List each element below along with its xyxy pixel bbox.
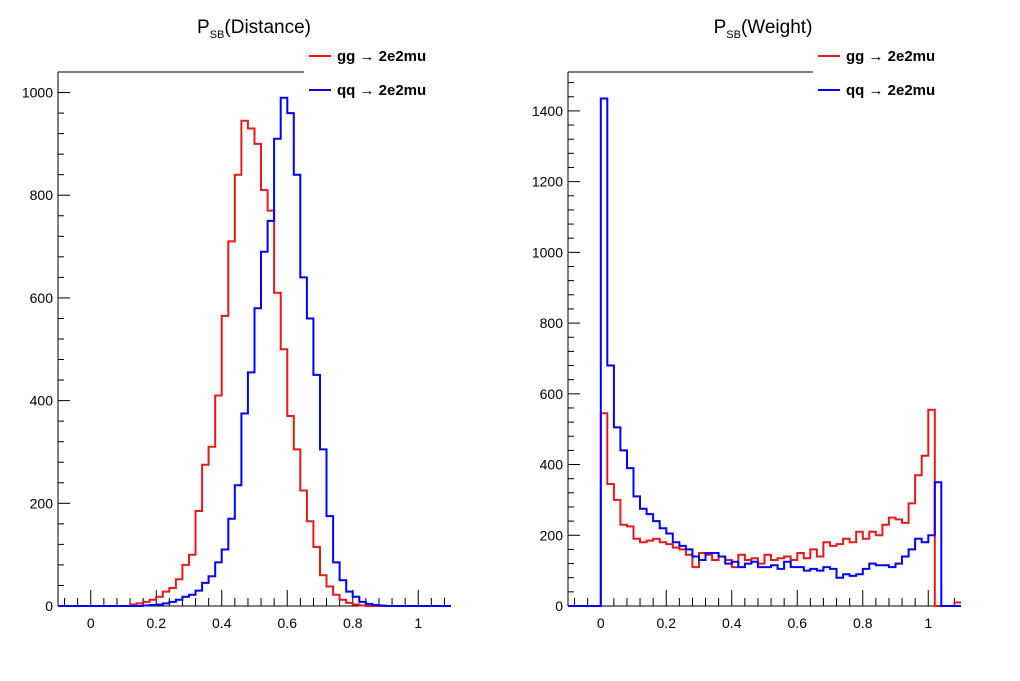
legend-label: qq → 2e2mu [846, 82, 935, 99]
y-tick-label: 400 [540, 457, 564, 473]
x-tick-label: 0.4 [212, 615, 232, 631]
y-tick-label: 800 [540, 315, 564, 331]
y-tick-label: 800 [30, 187, 54, 203]
chart-title: PSB(Distance) [197, 17, 311, 41]
series-line-qq [568, 97, 961, 607]
x-tick-label: 0 [87, 615, 95, 631]
x-tick-label: 1 [924, 615, 932, 631]
y-tick-label: 400 [30, 393, 54, 409]
legend-box [304, 38, 454, 108]
chart-title-main: P [197, 17, 210, 38]
chart-panel-1: 0 200 400 600 800 1000 0 0.2 0.4 0.6 0.8 1 PSB(Dista… [22, 17, 454, 631]
y-tick-label: 1000 [532, 244, 563, 260]
x-tick-label: 0.8 [343, 615, 363, 631]
legend-label: gg → 2e2mu [846, 48, 935, 65]
legend-box [813, 38, 963, 108]
x-tick-label: 0 [597, 615, 605, 631]
chart-title-subscript: SB [210, 29, 225, 41]
series-line-gg [568, 408, 961, 607]
legend-label: gg → 2e2mu [337, 48, 426, 65]
chart-panel-2: 0 200 400 600 800 1000 1200 1400 0 0.2 0.4 0.6 0.8 1 P… [532, 17, 963, 631]
y-tick-label: 600 [30, 290, 54, 306]
y-tick-label: 1200 [532, 174, 563, 190]
x-tick-label: 0.6 [788, 615, 808, 631]
chart-title-main: P [714, 17, 727, 38]
y-tick-label: 1400 [532, 103, 563, 119]
chart-title: PSB(Weight) [714, 17, 813, 41]
y-tick-label: 0 [45, 598, 53, 614]
y-tick-label: 200 [30, 495, 54, 511]
x-tick-label: 0.2 [657, 615, 677, 631]
series-line-qq [58, 96, 451, 607]
series-line-gg [58, 119, 451, 607]
x-tick-label: 0.8 [853, 615, 873, 631]
y-tick-label: 1000 [22, 85, 53, 101]
chart-title-rest: (Distance) [224, 17, 311, 38]
y-tick-label: 0 [555, 598, 563, 614]
legend-label: qq → 2e2mu [337, 82, 426, 99]
legend: gg → 2e2mu qq → 2e2mu [813, 38, 963, 108]
x-tick-label: 0.4 [722, 615, 742, 631]
y-tick-label: 600 [540, 386, 564, 402]
x-tick-label: 1 [414, 615, 422, 631]
chart-title-subscript: SB [726, 29, 741, 41]
x-tick-label: 0.6 [278, 615, 298, 631]
y-tick-label: 200 [540, 527, 564, 543]
x-tick-label: 0.2 [147, 615, 167, 631]
legend: gg → 2e2mu qq → 2e2mu [304, 38, 454, 108]
chart-title-rest: (Weight) [741, 17, 812, 38]
